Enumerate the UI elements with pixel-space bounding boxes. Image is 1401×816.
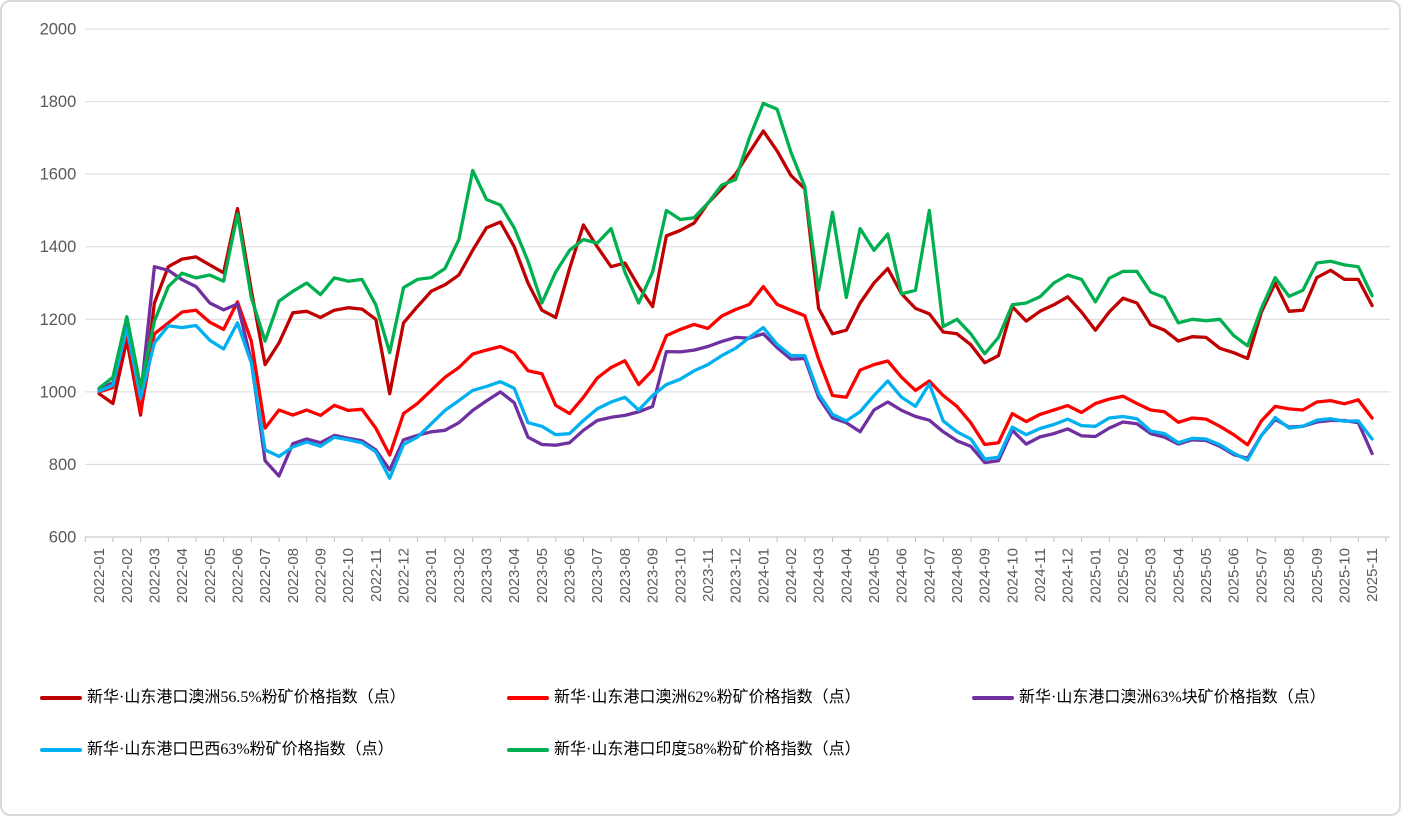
- x-axis-tick-label: 2025-06: [1226, 548, 1243, 603]
- x-axis-tick-label: 2025-01: [1087, 548, 1104, 603]
- x-axis-tick-label: 2025-09: [1309, 548, 1326, 603]
- x-axis-tick-label: 2022-01: [91, 548, 108, 603]
- x-axis-tick-label: 2022-03: [146, 548, 163, 603]
- x-axis-tick-label: 2023-12: [728, 548, 745, 603]
- x-axis-tick-label: 2024-07: [921, 548, 938, 603]
- x-axis-tick-label: 2024-10: [1004, 548, 1021, 603]
- x-axis-tick-label: 2022-08: [285, 548, 302, 603]
- legend-item: 新华·山东港口巴西63%粉矿价格指数（点）: [40, 742, 394, 758]
- x-axis-tick-label: 2025-05: [1198, 548, 1215, 603]
- x-axis-tick-label: 2025-02: [1115, 548, 1132, 603]
- x-axis-tick-label: 2022-04: [174, 548, 191, 603]
- x-axis-tick-label: 2023-01: [423, 548, 440, 603]
- x-axis-tick-label: 2022-11: [368, 548, 385, 602]
- x-axis-tick-label: 2025-11: [1364, 548, 1381, 602]
- y-axis-tick-label: 1200: [40, 311, 77, 329]
- legend-item: 新华·山东港口澳洲56.5%粉矿价格指数（点）: [40, 690, 406, 706]
- legend-swatch: [972, 696, 1014, 700]
- x-axis-tick-label: 2022-05: [202, 548, 219, 603]
- y-axis-tick-label: 800: [49, 456, 77, 474]
- x-axis-tick-label: 2023-09: [645, 548, 662, 603]
- legend-swatch: [507, 696, 549, 700]
- x-axis-tick-label: 2025-03: [1143, 548, 1160, 603]
- x-axis-tick-label: 2023-02: [451, 548, 468, 603]
- x-axis-tick-label: 2022-09: [312, 548, 329, 603]
- series-line: [97, 129, 1374, 417]
- x-axis-tick-label: 2025-04: [1170, 548, 1187, 603]
- legend-label: 新华·山东港口巴西63%粉矿价格指数（点）: [87, 741, 394, 758]
- legend-label: 新华·山东港口澳洲63%块矿价格指数（点）: [1019, 689, 1326, 706]
- y-axis-tick-label: 1400: [40, 238, 77, 256]
- legend-swatch: [40, 748, 82, 752]
- x-axis-tick-label: 2024-05: [866, 548, 883, 603]
- x-axis-tick-label: 2022-06: [229, 548, 246, 603]
- y-axis-tick-label: 1800: [40, 93, 77, 111]
- legend-label: 新华·山东港口澳洲56.5%粉矿价格指数（点）: [87, 689, 406, 706]
- x-axis-tick-label: 2022-07: [257, 548, 274, 603]
- x-axis-tick-label: 2025-08: [1281, 548, 1298, 603]
- legend-label: 新华·山东港口印度58%粉矿价格指数（点）: [554, 741, 861, 758]
- x-axis-tick-label: 2024-02: [783, 548, 800, 603]
- series-line: [97, 265, 1374, 478]
- x-axis-tick-label: 2024-11: [1032, 548, 1049, 602]
- x-axis-tick-label: 2023-06: [562, 548, 579, 603]
- x-axis-tick-label: 2023-08: [617, 548, 634, 603]
- x-axis-tick-label: 2022-02: [119, 548, 136, 603]
- legend-item: 新华·山东港口印度58%粉矿价格指数（点）: [507, 742, 861, 758]
- x-axis-tick-label: 2022-12: [396, 548, 413, 603]
- x-axis-tick-label: 2024-01: [755, 548, 772, 603]
- legend-swatch: [40, 696, 82, 700]
- x-axis-tick-label: 2023-10: [672, 548, 689, 603]
- x-axis-tick-label: 2024-03: [811, 548, 828, 603]
- legend-item: 新华·山东港口澳洲62%粉矿价格指数（点）: [507, 690, 861, 706]
- x-axis-tick-label: 2024-09: [977, 548, 994, 603]
- x-axis-tick-label: 2025-10: [1336, 548, 1353, 603]
- series-line: [97, 284, 1374, 457]
- x-axis-tick-label: 2025-07: [1253, 548, 1270, 603]
- x-axis-tick-label: 2023-03: [479, 548, 496, 603]
- x-axis-tick-label: 2024-06: [894, 548, 911, 603]
- x-axis-tick-label: 2024-12: [1060, 548, 1077, 603]
- series-line: [97, 101, 1374, 390]
- x-axis-tick-label: 2023-07: [589, 548, 606, 603]
- y-axis-tick-label: 1000: [40, 383, 77, 401]
- series-line: [97, 321, 1374, 480]
- y-axis-tick-label: 1600: [40, 166, 77, 184]
- y-axis-tick-label: 2000: [40, 21, 77, 39]
- x-axis-tick-label: 2022-10: [340, 548, 357, 603]
- x-axis-tick-label: 2023-04: [506, 548, 523, 603]
- x-axis-tick-label: 2023-11: [700, 548, 717, 602]
- y-axis-tick-label: 600: [49, 529, 77, 547]
- x-axis-tick-label: 2024-08: [949, 548, 966, 603]
- x-axis-tick-label: 2024-04: [838, 548, 855, 603]
- legend-swatch: [507, 748, 549, 752]
- legend-label: 新华·山东港口澳洲62%粉矿价格指数（点）: [554, 689, 861, 706]
- x-axis-tick-label: 2023-05: [534, 548, 551, 603]
- legend-item: 新华·山东港口澳洲63%块矿价格指数（点）: [972, 690, 1326, 706]
